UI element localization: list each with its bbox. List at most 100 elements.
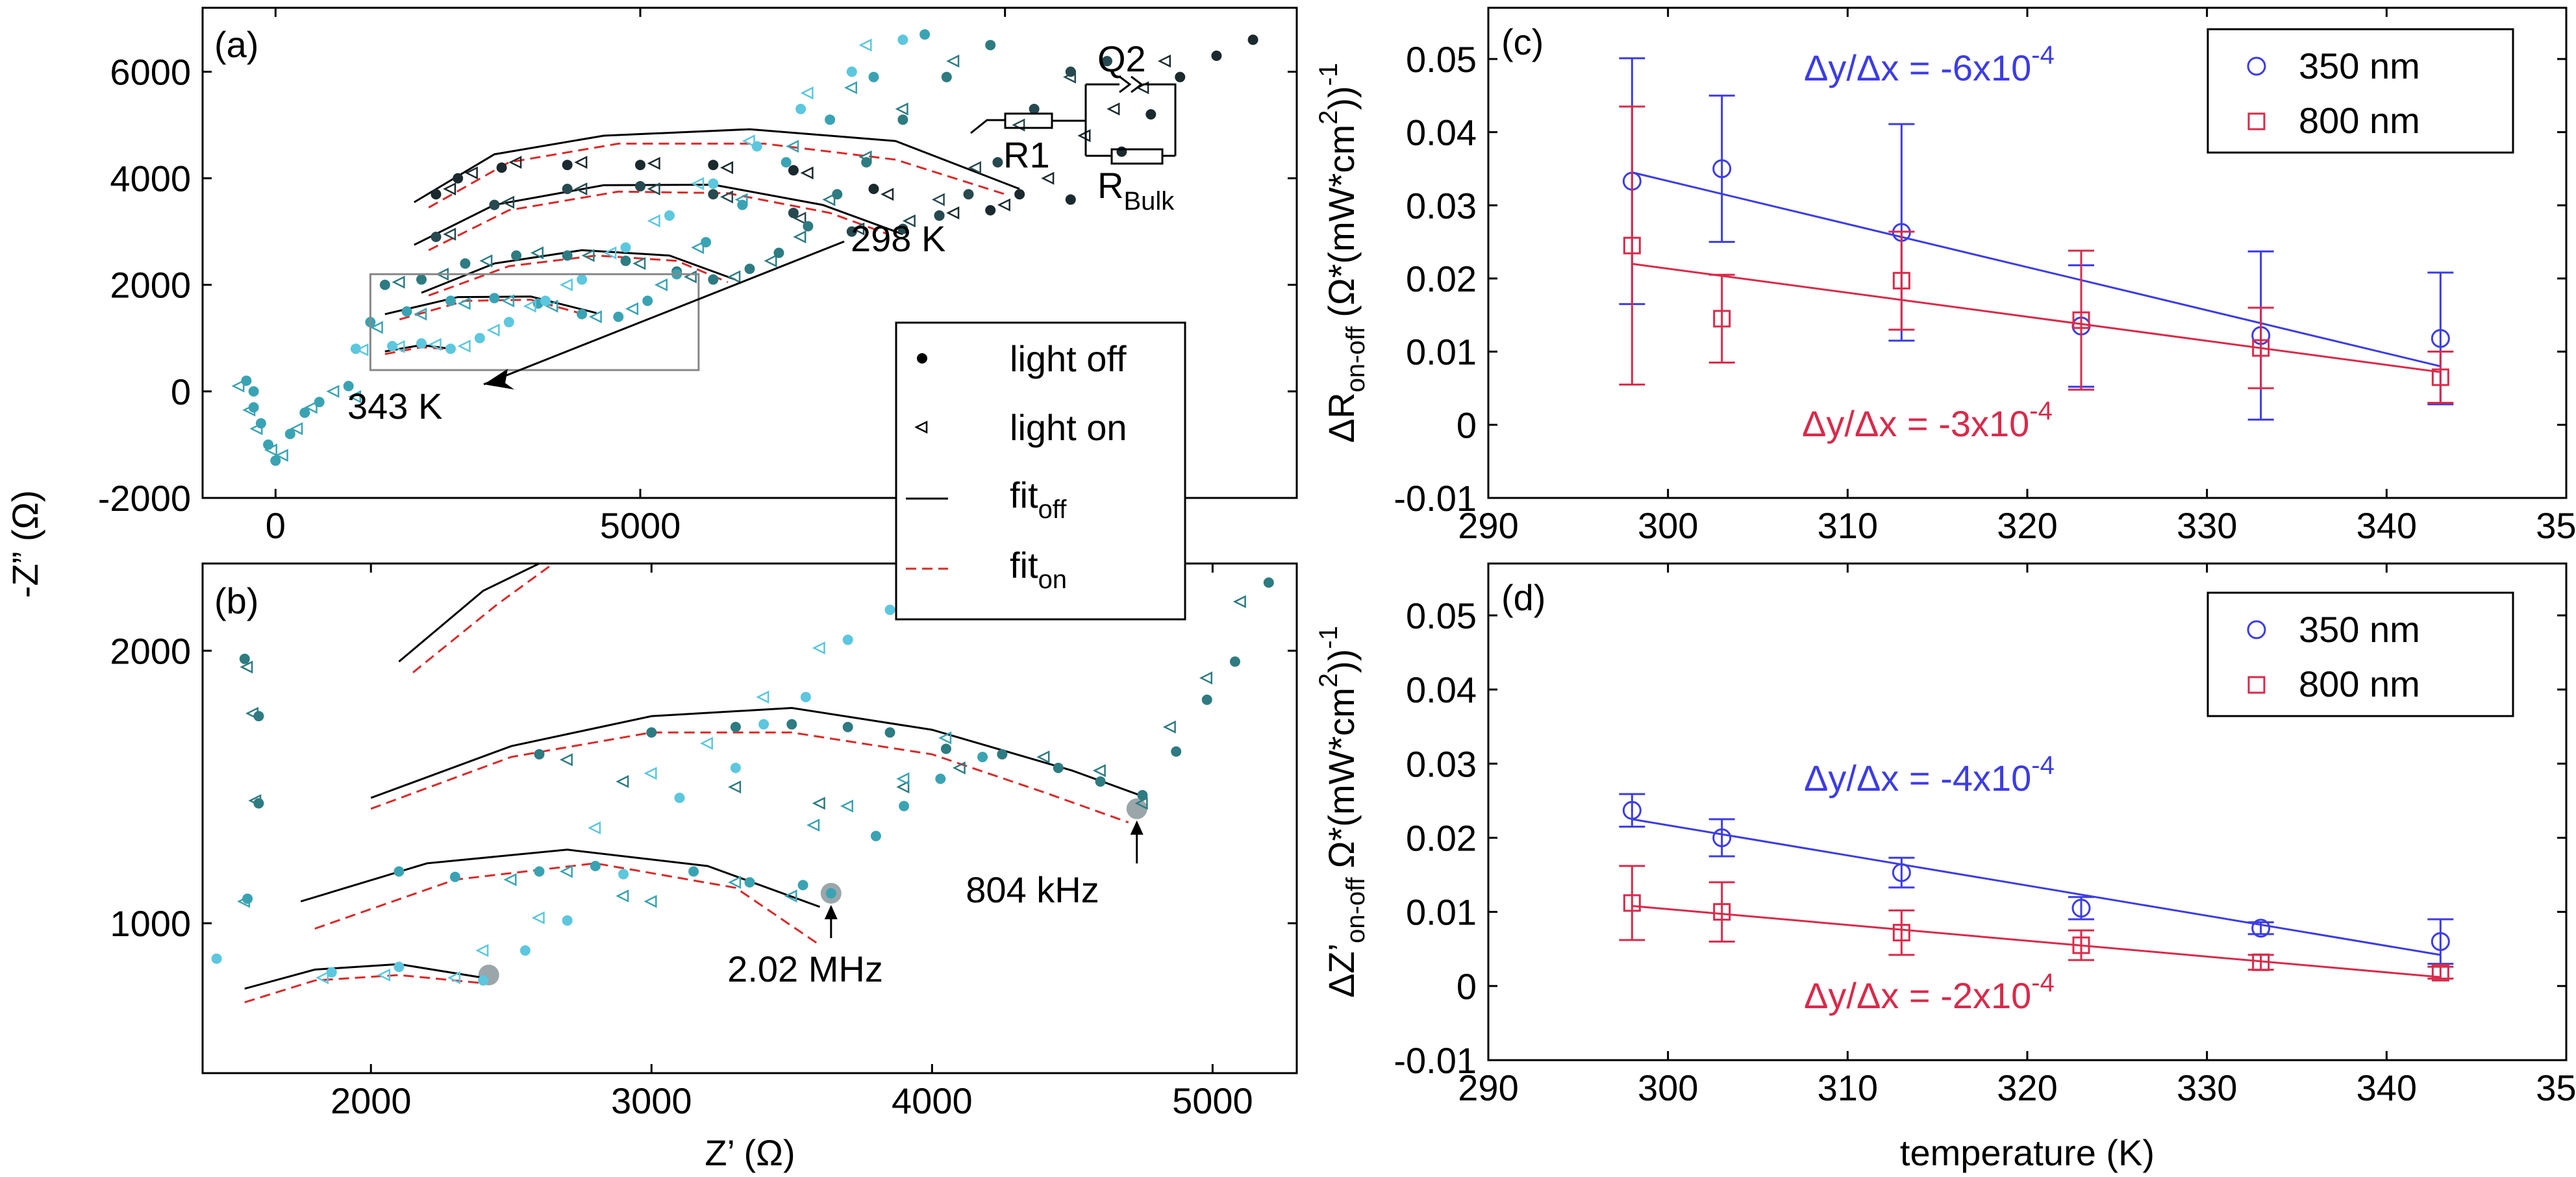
slope-exponent: -4 — [2029, 397, 2053, 425]
light-on-point — [968, 161, 981, 175]
slope-main: Δy/Δx = -6x10 — [1804, 47, 2031, 88]
light-on-point — [800, 166, 814, 180]
y-axis-title-ylabel-main: ΔR — [1321, 392, 1362, 443]
x-tick-label: 3000 — [611, 1080, 692, 1121]
data-point-square — [2252, 953, 2270, 971]
light-on-point — [647, 214, 660, 228]
light-on-point — [588, 821, 601, 835]
data-point-square — [2072, 311, 2090, 329]
light-on-point — [355, 343, 369, 356]
x-tick-label: 350 — [2536, 505, 2576, 546]
light-off-point — [540, 295, 551, 306]
light-on-point — [240, 660, 253, 674]
panel-d: 290 300 310 320 330 340 350 -0.01 0 0.01 0.02 0.03 0… — [1314, 562, 2576, 1173]
light-off-point — [460, 258, 471, 269]
light-on-point — [699, 737, 713, 750]
data-point-circle — [2431, 328, 2450, 348]
data-point-circle — [2071, 898, 2091, 918]
legend-fit-on-main: fit — [1010, 545, 1038, 586]
legend-marker-350nm — [2247, 56, 2266, 76]
y-tick-label: 0 — [171, 371, 191, 412]
light-on-point — [931, 193, 945, 206]
fit-off-line — [300, 849, 821, 908]
y-tick-label: 0 — [1457, 966, 1477, 1007]
light-on-point — [377, 968, 391, 982]
x-tick-label: 320 — [1997, 505, 2057, 546]
light-on-point — [559, 278, 573, 291]
data-point-circle — [1712, 159, 1732, 179]
light-on-point — [742, 134, 755, 148]
data-point-square — [2431, 368, 2449, 386]
light-on-point — [1092, 764, 1106, 778]
panel-label: (a) — [214, 24, 258, 65]
y-axis-title: ΔZ’on-off Ω*(mW*cm2))-1 — [1314, 626, 1370, 998]
y-axis-title-ylabel-sup1: 2 — [1314, 110, 1343, 125]
slope-exponent: -4 — [2031, 969, 2055, 997]
fit-on-line — [412, 564, 554, 674]
label-r1: R1 — [1003, 134, 1050, 175]
slope-label-800-nm: Δy/Δx = -2x10-4 — [1804, 969, 2055, 1016]
light-on-point — [881, 188, 894, 201]
legend-label-350nm: 350 nm — [2299, 45, 2420, 86]
x-tick-label: 300 — [1638, 505, 1698, 546]
light-off-point — [781, 156, 792, 167]
y-tick-label: 0.03 — [1406, 185, 1477, 226]
y-axis-title-text: ΔRon-off (Ω*(mW*cm2))-1 — [1314, 63, 1370, 443]
light-on-point — [644, 895, 657, 908]
light-on-point — [720, 161, 734, 175]
light-on-point — [756, 690, 769, 704]
light-off-point — [708, 189, 719, 200]
light-off-point — [534, 866, 545, 877]
light-on-point — [1107, 102, 1120, 116]
series-333-K — [365, 29, 931, 334]
circuit-wire — [970, 119, 1005, 134]
light-off-point — [239, 653, 250, 664]
light-on-point — [464, 166, 478, 180]
light-off-point — [963, 189, 974, 200]
legend-marker-800nm — [2247, 112, 2266, 130]
light-on-point — [812, 641, 825, 655]
x-tick-label: 310 — [1818, 505, 1878, 546]
circuit-wire — [1052, 83, 1177, 157]
light-off-point — [642, 295, 653, 306]
light-on-point — [896, 780, 910, 794]
temperature-arrow-head — [484, 369, 514, 390]
light-off-point — [478, 975, 489, 986]
light-off-point — [562, 160, 573, 171]
y-tick-label: 0.02 — [1406, 817, 1477, 858]
equivalent-circuit-inset: Q2 R1 RBulk — [970, 38, 1177, 216]
light-off-point — [242, 893, 253, 904]
light-off-point — [416, 338, 427, 349]
data-point-circle — [1712, 828, 1732, 847]
light-off-point — [445, 343, 456, 354]
y-axis-title-ylabel-sub: on-off — [1342, 326, 1370, 392]
light-off-point — [842, 634, 853, 645]
light-on-point — [443, 182, 456, 196]
light-on-point — [457, 340, 471, 353]
panel-label: (b) — [214, 580, 258, 621]
light-on-point — [793, 212, 807, 225]
light-off-point — [519, 945, 531, 956]
light-on-point — [523, 299, 536, 313]
series-298-K — [414, 34, 1258, 221]
light-on-point — [501, 294, 515, 308]
light-off-point — [884, 604, 895, 615]
freq-arrowhead-804khz — [1130, 820, 1144, 835]
legend-marker-light-on — [914, 420, 928, 434]
light-on-point — [479, 254, 493, 267]
y-tick-label: -0.01 — [1394, 478, 1477, 519]
light-off-point — [788, 207, 799, 218]
light-on-point — [1158, 55, 1171, 68]
light-off-point — [899, 800, 910, 812]
light-on-point — [326, 384, 340, 398]
fit-off-line — [244, 963, 484, 990]
x-tick-label: 290 — [1458, 505, 1518, 546]
legend-marker-light-off — [917, 353, 927, 364]
light-on-point — [858, 150, 872, 164]
fit-off-line — [398, 564, 540, 663]
x-tick-label: 5000 — [600, 505, 681, 546]
slope-main: Δy/Δx = -3x10 — [1802, 403, 2029, 444]
light-off-point — [674, 793, 685, 804]
slope-exponent: -4 — [2031, 41, 2055, 69]
light-off-point — [394, 961, 405, 973]
